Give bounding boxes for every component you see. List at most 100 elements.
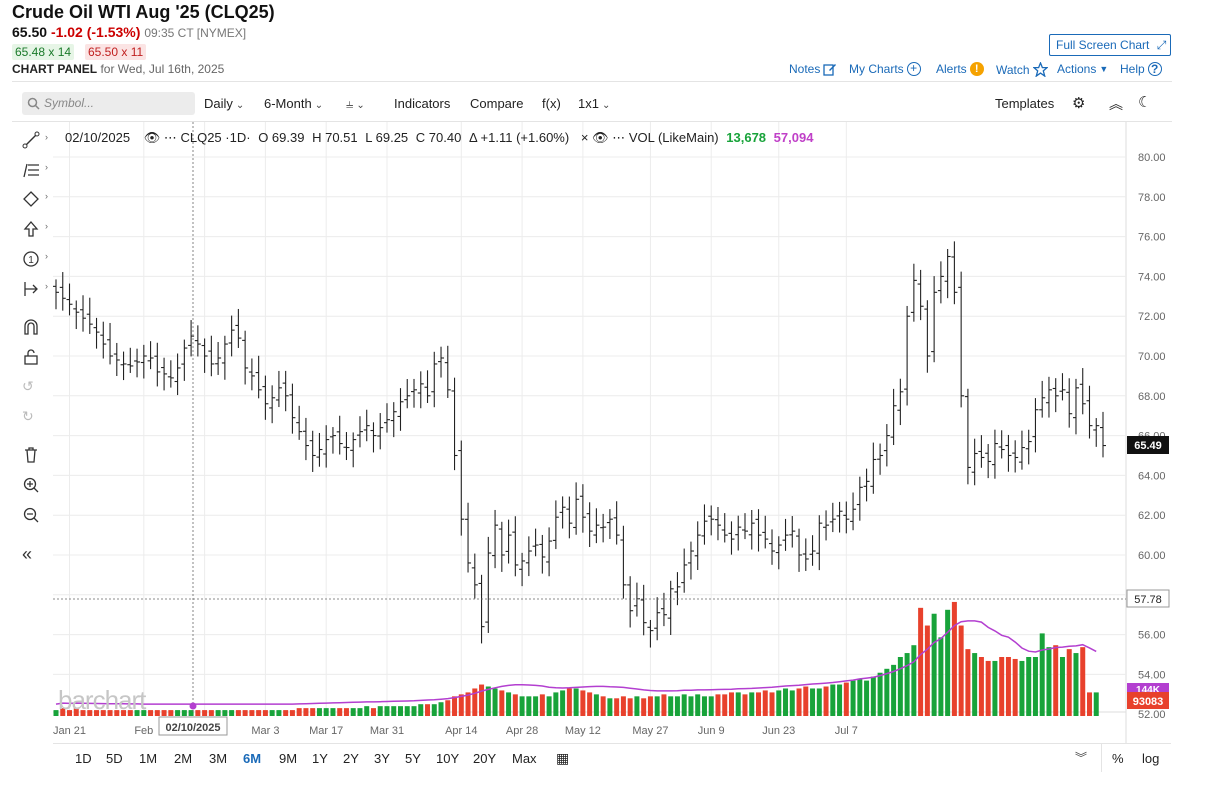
range-3m[interactable]: 3M [209, 751, 228, 766]
line-tool-icon[interactable]: › [22, 131, 48, 151]
range-5y[interactable]: 5Y [405, 751, 421, 766]
function-button[interactable]: f(x) [542, 96, 561, 111]
drawing-toolbar: › › › › 1 › › ↺ ↻ « [12, 122, 52, 577]
volume-bar [479, 684, 485, 716]
arrow-tool-icon[interactable]: › [22, 220, 48, 240]
unlock-icon[interactable] [22, 348, 46, 368]
range-5d[interactable]: 5D [106, 751, 123, 766]
chart-legend: 02/10/2025 👁 ⋯ CLQ25 ·1D· O 69.39 H 70.5… [65, 130, 813, 146]
calendar-icon[interactable]: ▦ [556, 750, 570, 766]
annotation-tool-icon[interactable]: 1 › [22, 250, 48, 270]
price-chart[interactable]: 80.0078.0076.0074.0072.0070.0068.0066.00… [53, 122, 1171, 743]
volume-bar [181, 710, 187, 716]
volume-bar [803, 686, 809, 716]
range-3y[interactable]: 3Y [374, 751, 390, 766]
alerts-link[interactable]: Alerts ! [936, 62, 984, 76]
range-1m[interactable]: 1M [139, 751, 158, 766]
collapse-toolbar-icon[interactable]: « [22, 544, 33, 564]
ohlc-bar [701, 504, 708, 545]
ohlc-bar [350, 432, 357, 468]
range-1y[interactable]: 1Y [312, 751, 328, 766]
watch-link[interactable]: Watch [996, 62, 1048, 77]
layout-label: 1x1 [578, 96, 599, 111]
legend-symbol: CLQ25 [180, 130, 222, 145]
volume-value-tag: 93083 [1127, 692, 1169, 709]
range-2y[interactable]: 2Y [343, 751, 359, 766]
price-axis-label: 60.00 [1138, 550, 1166, 562]
volume-bar [884, 668, 890, 716]
ohlc-bar [674, 572, 681, 606]
more-options-icon[interactable]: ⋯ [163, 130, 177, 145]
ohlc-bar [289, 383, 296, 434]
range-2m[interactable]: 2M [174, 751, 193, 766]
period-dropdown[interactable]: 6-Month ⌄ [264, 96, 323, 111]
symbol-placeholder: Symbol... [44, 96, 95, 110]
ohlc-bar [978, 435, 985, 468]
interval-dropdown[interactable]: Daily ⌄ [204, 96, 244, 111]
range-6m[interactable]: 6M [243, 751, 262, 766]
range-9m[interactable]: 9M [279, 751, 298, 766]
ohlc-bar [235, 308, 242, 348]
range-10y[interactable]: 10Y [436, 751, 460, 766]
symbol-search-input[interactable]: Symbol... [22, 92, 195, 115]
volume-bar [310, 708, 316, 716]
templates-button[interactable]: Templates [995, 96, 1055, 111]
ohlc-bar [748, 509, 755, 550]
my-charts-link[interactable]: My Charts + [849, 62, 921, 76]
range-1d[interactable]: 1D [75, 751, 92, 766]
log-scale-toggle[interactable]: log [1142, 751, 1160, 766]
full-screen-button[interactable]: Full Screen Chart ⤢ [1049, 34, 1171, 56]
actions-link[interactable]: Actions ▼ [1057, 62, 1108, 76]
magnet-icon[interactable] [22, 318, 46, 338]
volume-bar [175, 710, 181, 716]
collapse-up-icon[interactable]: ︽ [1109, 96, 1123, 112]
ohlc-bar [282, 370, 289, 412]
redo-icon[interactable]: ↻ [22, 408, 34, 424]
volume-bar [674, 696, 680, 716]
dark-mode-moon-icon[interactable]: ☾ [1138, 94, 1152, 111]
ohlc-bar [167, 360, 174, 388]
toolbar-divider [12, 121, 1172, 122]
percent-scale-toggle[interactable]: % [1112, 751, 1124, 766]
compare-button[interactable]: Compare [470, 96, 524, 111]
ohlc-bar [606, 509, 613, 539]
eye-icon[interactable]: 👁 [592, 130, 609, 145]
volume-bar [202, 710, 208, 716]
header-divider [12, 81, 1172, 82]
notes-link[interactable]: Notes [789, 62, 837, 76]
eye-icon[interactable]: 👁 [143, 130, 161, 145]
settings-gear-icon[interactable]: ⚙ [1072, 95, 1086, 112]
undo-icon[interactable]: ↺ [22, 378, 34, 394]
ohlc-bar [431, 351, 438, 408]
volume-bar [418, 704, 424, 716]
ask-badge: 65.50 x 11 [85, 44, 147, 60]
close-icon[interactable]: × [580, 130, 589, 145]
trash-icon[interactable] [22, 446, 46, 466]
ohlc-bar [215, 342, 222, 375]
range-20y[interactable]: 20Y [473, 751, 497, 766]
price-axis-label: 74.00 [1138, 271, 1166, 283]
ohlc-bar [1039, 380, 1046, 418]
ohlc-bar [532, 528, 539, 557]
fibonacci-tool-icon[interactable]: › [22, 161, 48, 181]
chart-type-dropdown[interactable]: ⫨ ⌄ [346, 96, 365, 112]
layout-dropdown[interactable]: 1x1 ⌄ [578, 96, 610, 111]
zoom-in-icon[interactable] [22, 476, 46, 496]
volume-bar [587, 692, 593, 716]
indicators-button[interactable]: Indicators [394, 96, 451, 111]
volume-bar [425, 704, 431, 716]
range-max[interactable]: Max [512, 751, 537, 766]
volume-bar [864, 680, 870, 716]
price-axis-label: 54.00 [1138, 669, 1166, 681]
double-chevron-down-icon[interactable]: ︾ [1075, 751, 1088, 765]
measure-tool-icon[interactable]: › [22, 280, 48, 300]
shape-tool-icon[interactable]: › [22, 190, 48, 210]
ohlc-bar [309, 430, 316, 472]
ohlc-bar [951, 241, 958, 305]
more-options-icon[interactable]: ⋯ [612, 130, 626, 145]
ohlc-bar [633, 582, 640, 617]
ohlc-bar [964, 388, 971, 485]
zoom-out-icon[interactable] [22, 506, 46, 526]
help-link[interactable]: Help ? [1120, 62, 1162, 76]
volume-bar [73, 708, 79, 716]
